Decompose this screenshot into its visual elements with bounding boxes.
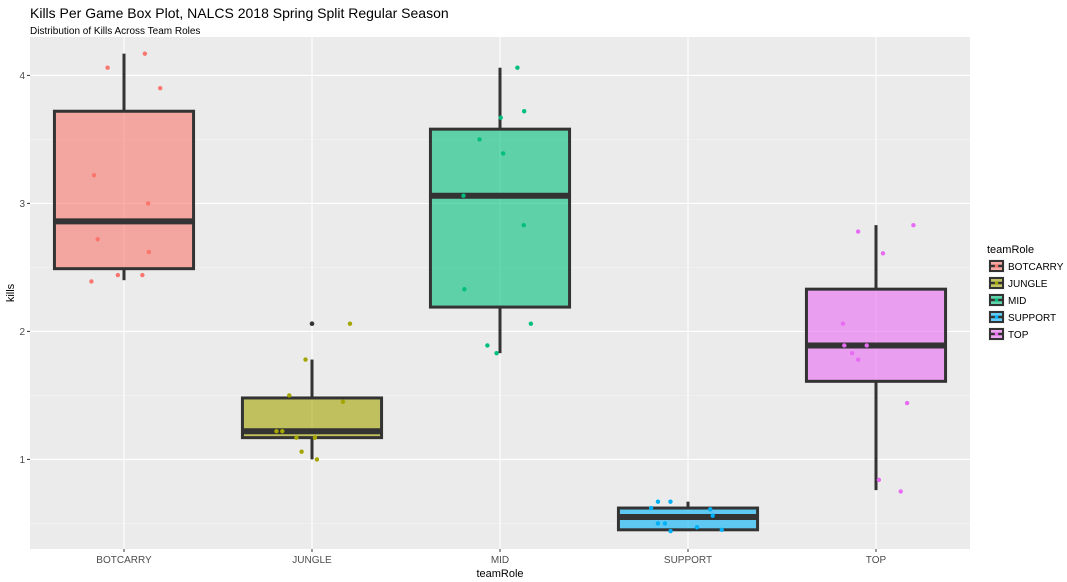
data-point bbox=[462, 286, 467, 292]
data-point bbox=[146, 249, 152, 255]
legend-label: TOP bbox=[1008, 330, 1029, 341]
x-axis-title: teamRole bbox=[476, 568, 523, 580]
legend-key-point bbox=[994, 298, 999, 302]
box-support bbox=[616, 501, 760, 532]
data-point bbox=[655, 499, 661, 504]
legend-key-point bbox=[994, 281, 999, 285]
data-point bbox=[105, 65, 110, 70]
data-point bbox=[710, 513, 715, 518]
data-point bbox=[477, 137, 482, 142]
x-tick-label: BOTCARRY bbox=[96, 555, 152, 566]
data-point bbox=[880, 251, 886, 256]
legend-label: JUNGLE bbox=[1008, 279, 1048, 290]
y-tick-label: 2 bbox=[19, 327, 25, 338]
data-point bbox=[668, 499, 673, 504]
box-iqr bbox=[52, 109, 196, 271]
data-point bbox=[294, 435, 299, 440]
legend-label: BOTCARRY bbox=[1008, 262, 1064, 273]
data-point bbox=[708, 507, 713, 512]
y-axis-ticks: 1 2 3 4 bbox=[19, 71, 30, 466]
data-point bbox=[528, 321, 534, 326]
boxes-layer bbox=[52, 53, 948, 532]
y-tick-label: 3 bbox=[19, 199, 25, 210]
box-iqr bbox=[804, 287, 948, 383]
data-point bbox=[280, 429, 285, 434]
data-point bbox=[89, 279, 94, 284]
data-point bbox=[521, 222, 526, 228]
data-point bbox=[299, 449, 304, 454]
data-point bbox=[287, 393, 292, 398]
data-point bbox=[347, 321, 353, 326]
data-point bbox=[655, 521, 661, 526]
data-point bbox=[140, 272, 145, 278]
legend-item-top: TOP bbox=[988, 327, 1029, 341]
data-point bbox=[91, 173, 97, 178]
x-tick-label: JUNGLE bbox=[292, 555, 332, 566]
legend-item-jungle: JUNGLE bbox=[988, 276, 1048, 290]
data-point bbox=[521, 109, 527, 114]
data-point bbox=[95, 237, 100, 242]
data-point bbox=[461, 193, 466, 198]
data-point bbox=[515, 65, 520, 70]
data-point bbox=[145, 201, 151, 206]
legend: teamRole BOTCARRY JUNGLE MID SUPPORT TOP bbox=[987, 244, 1064, 341]
legend-item-support: SUPPORT bbox=[988, 310, 1056, 324]
data-point bbox=[303, 357, 308, 362]
data-point bbox=[898, 489, 903, 494]
data-point bbox=[158, 86, 163, 91]
legend-label: SUPPORT bbox=[1008, 313, 1056, 324]
data-point bbox=[904, 400, 910, 406]
data-point bbox=[662, 521, 668, 526]
box-mid bbox=[428, 67, 572, 354]
chart-subtitle: Distribution of Kills Across Team Roles bbox=[30, 26, 200, 37]
box-jungle bbox=[240, 321, 384, 460]
legend-key-point bbox=[994, 264, 999, 268]
y-tick-label: 1 bbox=[19, 455, 25, 466]
data-point bbox=[840, 321, 846, 326]
data-point bbox=[314, 457, 320, 462]
data-point bbox=[842, 343, 847, 348]
data-point bbox=[694, 525, 700, 530]
legend-key-point bbox=[994, 332, 999, 336]
x-tick-label: TOP bbox=[866, 555, 887, 566]
legend-title: teamRole bbox=[987, 244, 1034, 256]
outlier-point bbox=[309, 321, 315, 327]
data-point bbox=[340, 399, 346, 404]
data-point bbox=[719, 527, 724, 532]
legend-key-point bbox=[994, 315, 999, 319]
x-tick-label: SUPPORT bbox=[664, 555, 712, 566]
data-point bbox=[494, 350, 499, 356]
data-point bbox=[864, 343, 869, 348]
box-iqr bbox=[428, 127, 572, 309]
box-top bbox=[804, 225, 948, 491]
legend-item-mid: MID bbox=[988, 293, 1026, 307]
points-layer bbox=[89, 51, 916, 534]
data-point bbox=[274, 429, 279, 434]
x-tick-label: MID bbox=[491, 555, 509, 566]
data-point bbox=[648, 505, 654, 511]
data-point bbox=[849, 350, 855, 356]
y-tick-label: 4 bbox=[19, 71, 25, 82]
data-point bbox=[911, 222, 916, 228]
legend-label: MID bbox=[1008, 296, 1026, 307]
chart-title: Kills Per Game Box Plot, NALCS 2018 Spri… bbox=[30, 5, 449, 21]
data-point bbox=[312, 435, 318, 440]
data-point bbox=[115, 272, 121, 278]
x-axis-ticks: BOTCARRY JUNGLE MID SUPPORT TOP bbox=[96, 549, 887, 566]
data-point bbox=[485, 343, 490, 348]
data-point bbox=[855, 357, 861, 362]
data-point bbox=[876, 477, 882, 483]
box-botcarry bbox=[52, 53, 196, 281]
data-point bbox=[668, 528, 673, 534]
data-point bbox=[500, 151, 506, 156]
legend-item-botcarry: BOTCARRY bbox=[988, 259, 1064, 273]
y-axis-title: kills bbox=[5, 283, 17, 302]
data-point bbox=[498, 115, 503, 120]
data-point bbox=[855, 229, 861, 234]
data-point bbox=[142, 51, 148, 56]
